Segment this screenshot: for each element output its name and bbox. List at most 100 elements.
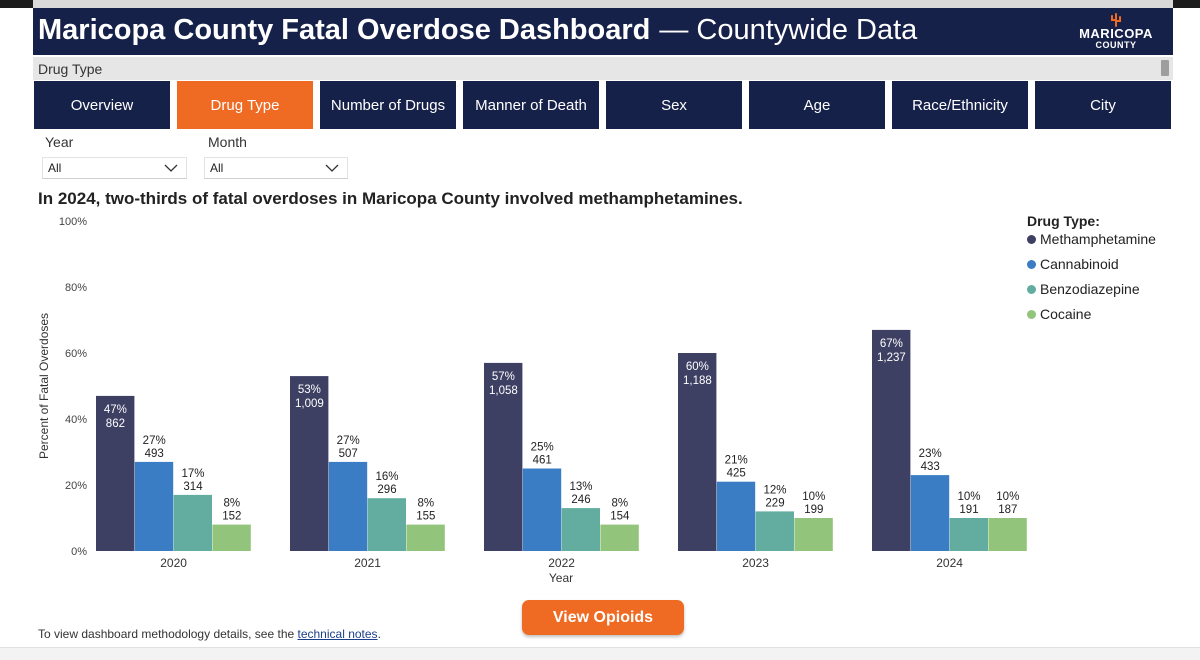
data-label-percent: 16% (375, 471, 398, 483)
legend-item-cannabinoid[interactable]: Cannabinoid (1027, 256, 1187, 281)
data-label-count: 187 (998, 504, 1017, 516)
x-tick-label: 2023 (742, 556, 769, 570)
data-label-percent: 60% (686, 361, 709, 373)
x-tick-label: 2024 (936, 556, 963, 570)
chart-legend: Drug Type: Methamphetamine Cannabinoid B… (1027, 213, 1187, 331)
data-label-count: 1,237 (877, 352, 906, 364)
data-label-percent: 21% (725, 455, 748, 467)
logo-line-1: MARICOPA (1079, 26, 1153, 41)
y-tick-label: 60% (65, 348, 87, 360)
y-tick-label: 100% (59, 216, 87, 228)
legend-label: Cocaine (1040, 306, 1092, 322)
data-label-percent: 10% (996, 491, 1019, 503)
logo-line-2: COUNTY (1095, 40, 1137, 50)
data-label-count: 1,058 (489, 385, 518, 397)
y-tick-label: 40% (65, 414, 87, 426)
legend-dot (1027, 260, 1036, 269)
data-label-percent: 8% (223, 498, 240, 510)
data-label-count: 1,009 (295, 398, 324, 410)
saguaro-icon (1111, 13, 1121, 27)
bar-methamphetamine-2021 (290, 376, 329, 551)
chart-headline: In 2024, two-thirds of fatal overdoses i… (38, 189, 743, 208)
technical-notes-link[interactable]: technical notes (297, 627, 378, 641)
legend-label: Methamphetamine (1040, 231, 1156, 247)
bar-methamphetamine-2022 (484, 362, 523, 551)
legend-label: Benzodiazepine (1040, 281, 1140, 297)
view-opioids-button[interactable]: View Opioids (522, 600, 684, 635)
data-label-count: 314 (183, 481, 203, 493)
tab-city[interactable]: City (1035, 81, 1171, 129)
legend-dot (1027, 310, 1036, 319)
data-label-count: 493 (145, 448, 164, 460)
y-tick-label: 80% (65, 282, 87, 294)
tab-drug-type[interactable]: Drug Type (177, 81, 313, 129)
data-label-percent: 27% (337, 435, 360, 447)
month-dropdown-value: All (210, 161, 224, 175)
x-axis-title: Year (549, 571, 573, 585)
maricopa-county-logo: MARICOPA COUNTY (1073, 13, 1159, 50)
month-dropdown[interactable]: All (204, 157, 348, 179)
year-dropdown[interactable]: All (42, 157, 187, 179)
bar-methamphetamine-2024 (872, 329, 911, 551)
data-label-count: 155 (416, 511, 435, 523)
data-label-percent: 17% (181, 468, 204, 480)
data-label-percent: 67% (880, 338, 903, 350)
chevron-down-icon (164, 164, 178, 172)
bar-cannabinoid-2021 (328, 461, 368, 551)
data-label-count: 862 (106, 418, 125, 430)
data-label-count: 229 (765, 497, 784, 509)
data-label-percent: 53% (298, 384, 321, 396)
bar-benzodiazepine-2021 (367, 498, 406, 551)
page-title-bold: Maricopa County Fatal Overdose Dashboard (38, 14, 651, 46)
legend-item-benzodiazepine[interactable]: Benzodiazepine (1027, 281, 1187, 306)
bar-cocaine-2022 (600, 524, 639, 551)
data-label-count: 296 (377, 484, 396, 496)
data-label-percent: 47% (104, 404, 127, 416)
data-label-percent: 27% (143, 435, 166, 447)
bar-cannabinoid-2020 (134, 461, 174, 551)
legend-item-methamphetamine[interactable]: Methamphetamine (1027, 231, 1187, 256)
chevron-down-icon (325, 164, 339, 172)
data-label-count: 461 (533, 455, 552, 467)
tab-overview[interactable]: Overview (34, 81, 170, 129)
tab-race-ethnicity[interactable]: Race/Ethnicity (892, 81, 1028, 129)
year-filter-label: Year (45, 134, 74, 150)
bar-methamphetamine-2020 (96, 395, 135, 551)
window-top-strip-inner (33, 0, 1173, 8)
data-label-count: 433 (921, 461, 940, 473)
data-label-percent: 23% (919, 448, 942, 460)
tab-number-of-drugs[interactable]: Number of Drugs (320, 81, 456, 129)
data-label-percent: 10% (802, 491, 825, 503)
data-label-count: 507 (339, 448, 358, 460)
page-title: Maricopa County Fatal Overdose Dashboard… (38, 12, 917, 48)
footnote-end: . (377, 627, 381, 641)
x-tick-label: 2020 (160, 556, 187, 570)
legend-dot (1027, 235, 1036, 244)
bar-cannabinoid-2023 (716, 481, 756, 551)
legend-item-cocaine[interactable]: Cocaine (1027, 306, 1187, 331)
tab-age[interactable]: Age (749, 81, 885, 129)
month-filter-label: Month (208, 134, 247, 150)
data-label-percent: 12% (763, 484, 786, 496)
data-label-count: 425 (727, 468, 746, 480)
data-label-percent: 10% (957, 491, 980, 503)
legend-label: Cannabinoid (1040, 256, 1119, 272)
scrollbar-thumb[interactable] (1161, 60, 1169, 76)
methodology-footnote: To view dashboard methodology details, s… (38, 627, 381, 641)
data-label-count: 199 (804, 504, 823, 516)
data-label-percent: 8% (417, 498, 434, 510)
y-tick-label: 0% (71, 546, 87, 558)
bar-benzodiazepine-2022 (561, 508, 600, 551)
header-banner: Maricopa County Fatal Overdose Dashboard… (33, 8, 1173, 55)
data-label-count: 154 (610, 511, 630, 523)
tab-manner-of-death[interactable]: Manner of Death (463, 81, 599, 129)
legend-title: Drug Type: (1027, 213, 1100, 229)
tab-sex[interactable]: Sex (606, 81, 742, 129)
page-title-subtitle: — Countywide Data (659, 14, 918, 46)
data-label-count: 152 (222, 511, 241, 523)
bar-cocaine-2021 (406, 524, 445, 551)
bar-benzodiazepine-2020 (173, 494, 212, 551)
data-label-percent: 13% (569, 481, 592, 493)
bottom-scroll-area (0, 647, 1200, 660)
